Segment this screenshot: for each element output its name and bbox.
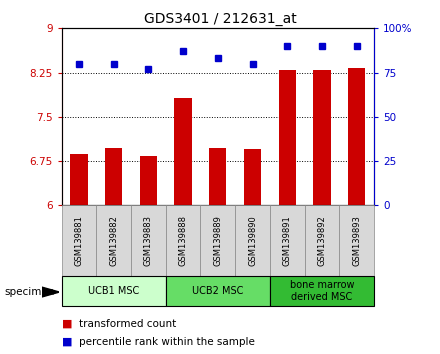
Bar xyxy=(140,156,157,205)
Bar xyxy=(131,205,166,276)
Text: GSM139883: GSM139883 xyxy=(144,215,153,266)
Text: specimen: specimen xyxy=(4,287,55,297)
Text: GSM139882: GSM139882 xyxy=(109,215,118,266)
Polygon shape xyxy=(42,287,59,297)
Text: GSM139892: GSM139892 xyxy=(317,215,326,266)
Text: GSM139893: GSM139893 xyxy=(352,215,361,266)
Bar xyxy=(304,205,339,276)
Bar xyxy=(70,154,88,205)
Bar xyxy=(174,98,192,205)
Bar xyxy=(270,276,374,306)
Text: GSM139881: GSM139881 xyxy=(74,215,84,266)
Bar xyxy=(62,205,96,276)
Text: bone marrow
derived MSC: bone marrow derived MSC xyxy=(290,280,354,302)
Bar xyxy=(105,148,122,205)
Bar xyxy=(279,70,296,205)
Text: UCB2 MSC: UCB2 MSC xyxy=(192,286,243,296)
Bar xyxy=(244,149,261,205)
Text: percentile rank within the sample: percentile rank within the sample xyxy=(79,337,255,347)
Bar xyxy=(270,205,304,276)
Bar xyxy=(209,148,227,205)
Text: transformed count: transformed count xyxy=(79,319,176,329)
Text: ■: ■ xyxy=(62,319,72,329)
Bar xyxy=(96,205,131,276)
Bar xyxy=(166,205,201,276)
Bar xyxy=(235,205,270,276)
Bar xyxy=(201,205,235,276)
Text: GSM139891: GSM139891 xyxy=(283,215,292,266)
Bar xyxy=(348,68,365,205)
Text: UCB1 MSC: UCB1 MSC xyxy=(88,286,139,296)
Text: ■: ■ xyxy=(62,337,72,347)
Text: GSM139889: GSM139889 xyxy=(213,215,222,266)
Bar xyxy=(313,70,330,205)
Bar xyxy=(339,205,374,276)
Text: GSM139890: GSM139890 xyxy=(248,215,257,266)
Text: GDS3401 / 212631_at: GDS3401 / 212631_at xyxy=(143,12,297,27)
Bar xyxy=(62,276,166,306)
Bar xyxy=(166,276,270,306)
Text: GSM139888: GSM139888 xyxy=(179,215,187,266)
